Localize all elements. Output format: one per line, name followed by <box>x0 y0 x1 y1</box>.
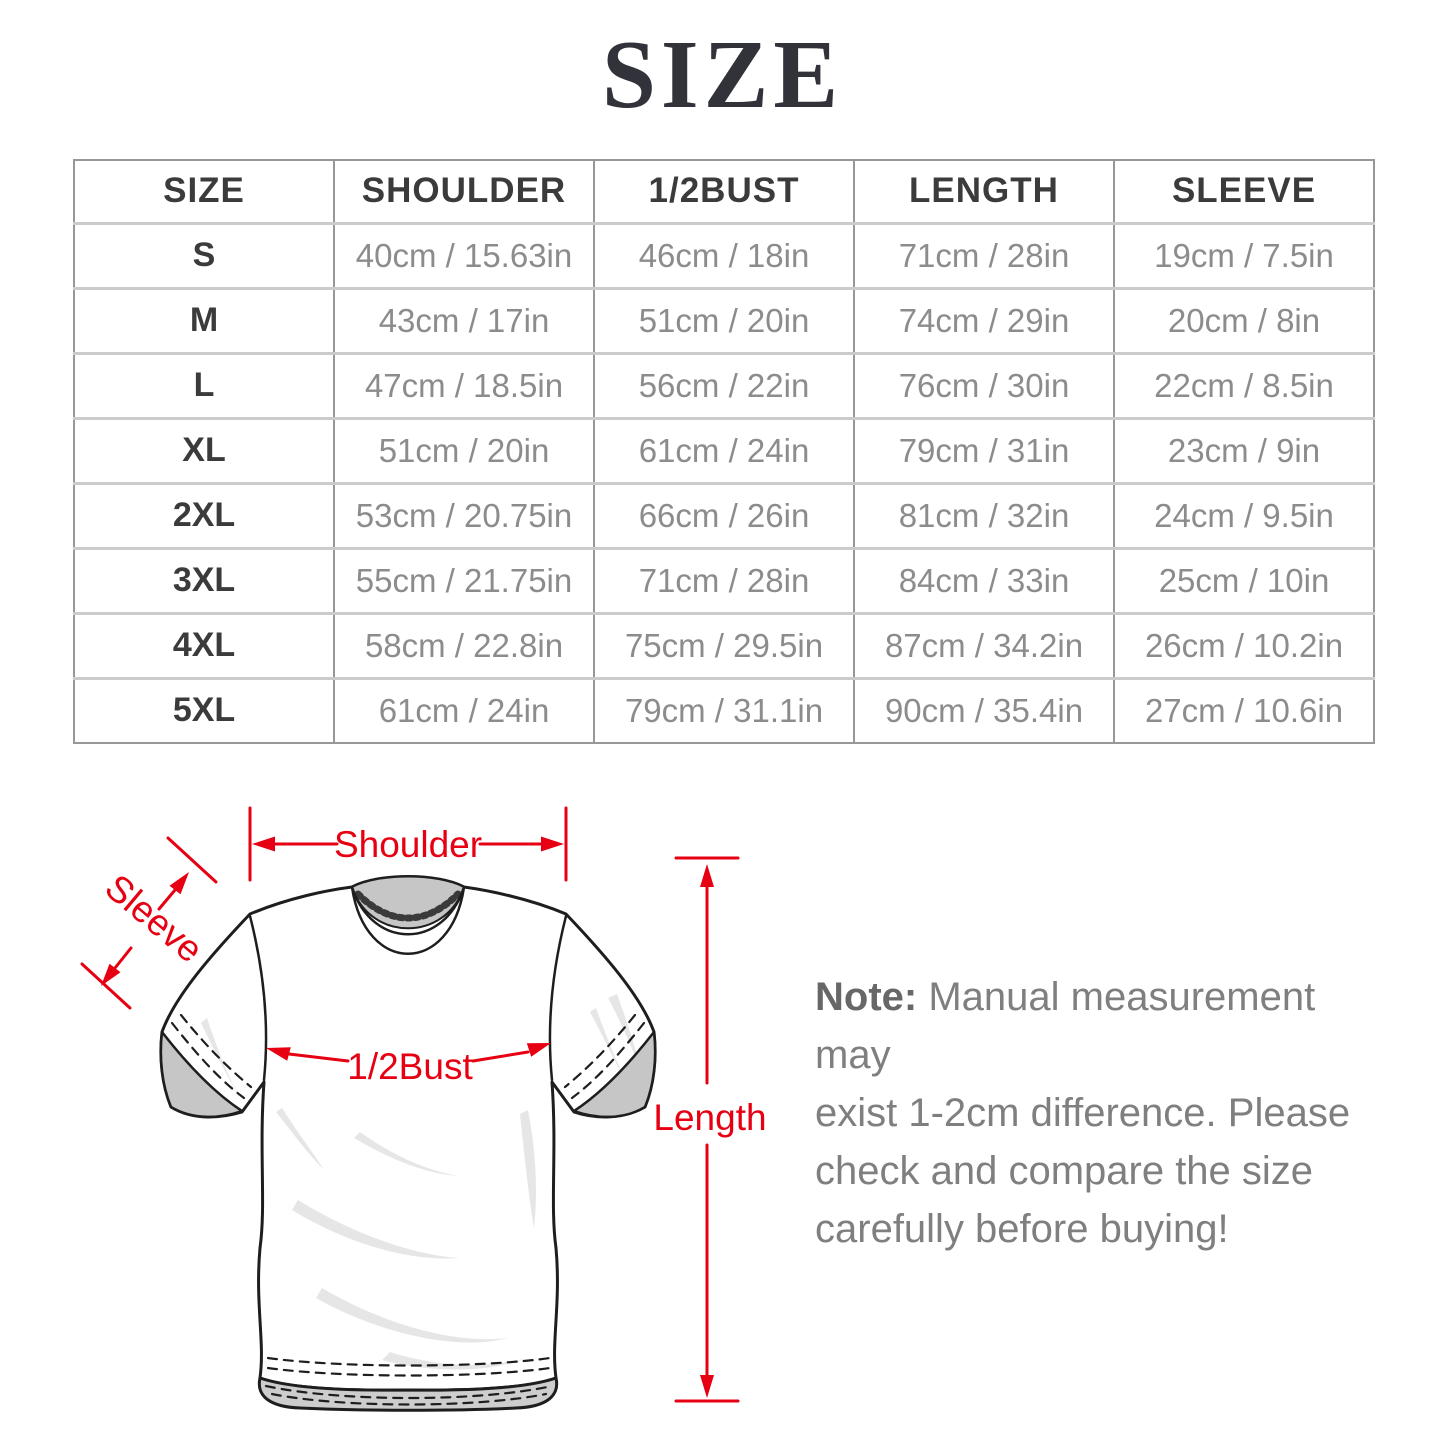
measurement-cell: 53cm / 20.75in <box>333 481 594 548</box>
size-table: SIZE SHOULDER 1/2BUST LENGTH SLEEVE S 40cm / … <box>73 159 1375 744</box>
measurement-cell: 75cm / 29.5in <box>593 611 854 678</box>
size-cell: 2XL <box>73 481 334 548</box>
table-row: L 47cm / 18.5in 56cm / 22in 76cm / 30in 22cm… <box>73 351 1374 418</box>
tshirt-measurement-diagram: Shoulder Sleeve 1/2Bust Length <box>80 806 767 1412</box>
column-header: 1/2BUST <box>593 160 854 223</box>
size-cell: 4XL <box>73 611 334 678</box>
measurement-cell: 46cm / 18in <box>593 221 854 288</box>
measurement-cell: 40cm / 15.63in <box>333 221 594 288</box>
table-row: 5XL 61cm / 24in 79cm / 31.1in 90cm / 35.4in… <box>73 676 1374 743</box>
half-bust-measurement: 1/2Bust <box>266 1043 551 1087</box>
cuff-left <box>159 1030 244 1119</box>
sleeve-label: Sleeve <box>98 866 211 970</box>
tshirt-illustration <box>159 875 657 1412</box>
measurement-cell: 81cm / 32in <box>853 481 1114 548</box>
size-cell: 3XL <box>73 546 334 613</box>
measurement-cell: 19cm / 7.5in <box>1113 221 1374 288</box>
measurement-cell: 27cm / 10.6in <box>1113 676 1374 743</box>
measurement-cell: 51cm / 20in <box>593 286 854 353</box>
size-cell: M <box>73 286 334 353</box>
size-cell: L <box>73 351 334 418</box>
column-header: SLEEVE <box>1113 160 1374 223</box>
note-line-2: exist 1-2cm difference. Please <box>815 1091 1351 1135</box>
note-line-4: carefully before buying! <box>815 1207 1229 1251</box>
column-header: SHOULDER <box>333 160 594 223</box>
measurement-cell: 58cm / 22.8in <box>333 611 594 678</box>
measurement-cell: 23cm / 9in <box>1113 416 1374 483</box>
size-cell: S <box>73 221 334 288</box>
measurement-cell: 61cm / 24in <box>593 416 854 483</box>
size-cell: XL <box>73 416 334 483</box>
table-row: 4XL 58cm / 22.8in 75cm / 29.5in 87cm / 34.2… <box>73 611 1374 678</box>
measurement-cell: 87cm / 34.2in <box>853 611 1114 678</box>
shoulder-label: Shoulder <box>334 824 482 865</box>
measurement-cell: 51cm / 20in <box>333 416 594 483</box>
measurement-cell: 90cm / 35.4in <box>853 676 1114 743</box>
page-title: SIZE <box>601 21 844 128</box>
measurement-cell: 61cm / 24in <box>333 676 594 743</box>
measurement-cell: 43cm / 17in <box>333 286 594 353</box>
collar-front-band <box>350 885 466 955</box>
length-measurement: Length <box>653 856 767 1403</box>
measurement-cell: 79cm / 31in <box>853 416 1114 483</box>
measurement-cell: 20cm / 8in <box>1113 286 1374 353</box>
table-row: S 40cm / 15.63in 46cm / 18in 71cm / 28in 19c… <box>73 221 1374 288</box>
measurement-cell: 47cm / 18.5in <box>333 351 594 418</box>
length-label: Length <box>653 1097 766 1138</box>
measurement-cell: 76cm / 30in <box>853 351 1114 418</box>
measurement-cell: 26cm / 10.2in <box>1113 611 1374 678</box>
size-table-head: SIZE SHOULDER 1/2BUST LENGTH SLEEVE <box>73 160 1374 223</box>
cuff-right <box>572 1030 657 1119</box>
measurement-cell: 71cm / 28in <box>593 546 854 613</box>
note-label: Note: <box>815 975 918 1019</box>
column-header: LENGTH <box>853 160 1114 223</box>
column-header: SIZE <box>73 160 334 223</box>
measurement-cell: 84cm / 33in <box>853 546 1114 613</box>
note-line-3: check and compare the size <box>815 1149 1314 1193</box>
table-row: 3XL 55cm / 21.75in 71cm / 28in 84cm / 33in 2… <box>73 546 1374 613</box>
collar-rib-texture <box>354 890 462 922</box>
table-row: XL 51cm / 20in 61cm / 24in 79cm / 31in 23cm … <box>73 416 1374 483</box>
measurement-cell: 25cm / 10in <box>1113 546 1374 613</box>
note-text: Note: Manual measurement may exist 1-2cm… <box>815 968 1375 1258</box>
measurement-cell: 24cm / 9.5in <box>1113 481 1374 548</box>
size-cell: 5XL <box>73 676 334 743</box>
stitch-lines <box>170 1013 646 1406</box>
armhole-seam-left <box>248 914 268 1082</box>
size-table-body: S 40cm / 15.63in 46cm / 18in 71cm / 28in 19c… <box>73 221 1374 743</box>
measurement-cell: 79cm / 31.1in <box>593 676 854 743</box>
note-line-1: Manual measurement may <box>815 975 1316 1077</box>
half-bust-label: 1/2Bust <box>347 1046 473 1087</box>
measurement-cell: 74cm / 29in <box>853 286 1114 353</box>
measurement-cell: 56cm / 22in <box>593 351 854 418</box>
armhole-seam-right <box>548 914 568 1082</box>
measurement-cell: 66cm / 26in <box>593 481 854 548</box>
table-row: 2XL 53cm / 20.75in 66cm / 26in 81cm / 32in 2… <box>73 481 1374 548</box>
measurement-cell: 71cm / 28in <box>853 221 1114 288</box>
table-row: M 43cm / 17in 51cm / 20in 74cm / 29in 20cm /… <box>73 286 1374 353</box>
measurement-cell: 22cm / 8.5in <box>1113 351 1374 418</box>
header-row: SIZE SHOULDER 1/2BUST LENGTH SLEEVE <box>73 160 1374 223</box>
shoulder-measurement: Shoulder <box>248 806 568 882</box>
measurement-cell: 55cm / 21.75in <box>333 546 594 613</box>
